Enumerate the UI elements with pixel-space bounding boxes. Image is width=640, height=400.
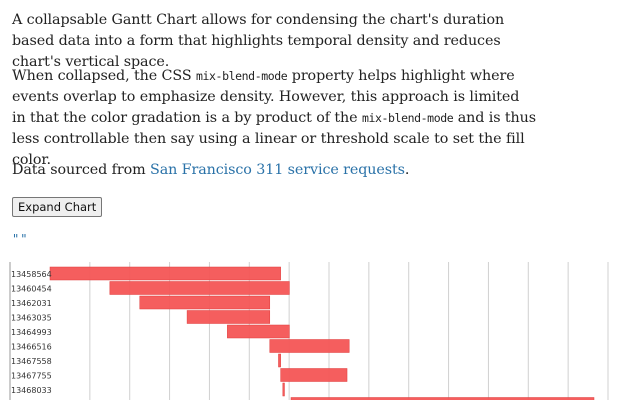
- gantt-chart: 13458564 13460454 13462031 13463035 13464993…: [9, 262, 609, 400]
- blend-mode-paragraph: When collapsed, the CSS mix-blend-mode p…: [12, 66, 537, 171]
- p2-text-end: and is thus less controllable then say u…: [12, 110, 537, 168]
- row-label: 13466516: [11, 343, 52, 352]
- chart-row-labels: 13458564 13460454 13462031 13463035 13464993…: [11, 270, 52, 395]
- row-label: 13460454: [11, 285, 52, 294]
- gantt-bar[interactable]: [139, 295, 271, 310]
- p2-text-start: When collapsed, the CSS: [12, 68, 196, 84]
- p3-text-end: .: [404, 162, 410, 178]
- gantt-bar[interactable]: [269, 339, 350, 353]
- data-source-link[interactable]: San Francisco 311 service requests: [150, 162, 405, 178]
- row-label: 13467755: [11, 372, 52, 381]
- p2-text-middle: property helps highlight where events ov…: [12, 68, 520, 126]
- gantt-bar[interactable]: [282, 382, 285, 397]
- chart-bars: [49, 266, 595, 400]
- p3-text-start: Data sourced from: [12, 162, 150, 178]
- row-label: 13458564: [11, 270, 52, 279]
- output-quote: "": [12, 232, 29, 246]
- intro-paragraph: A collapsable Gantt Chart allows for con…: [12, 12, 505, 70]
- gantt-bar[interactable]: [280, 368, 348, 382]
- mix-blend-mode-code: mix-blend-mode: [195, 69, 288, 83]
- row-label: 13467558: [11, 357, 52, 366]
- gantt-bar[interactable]: [186, 310, 271, 324]
- gantt-bar[interactable]: [278, 353, 281, 368]
- row-label: 13468033: [11, 386, 52, 395]
- mix-blend-mode-code-2: mix-blend-mode: [361, 111, 454, 125]
- row-label: 13463035: [11, 314, 52, 323]
- expand-chart-button[interactable]: Expand Chart: [12, 197, 103, 217]
- row-label: 13462031: [11, 299, 52, 308]
- gantt-bar[interactable]: [227, 324, 290, 339]
- gantt-bar[interactable]: [109, 281, 290, 295]
- row-label: 13464993: [11, 328, 52, 337]
- data-source-paragraph: Data sourced from San Francisco 311 serv…: [12, 160, 532, 181]
- gantt-bar[interactable]: [290, 397, 595, 400]
- gantt-bar[interactable]: [49, 266, 281, 281]
